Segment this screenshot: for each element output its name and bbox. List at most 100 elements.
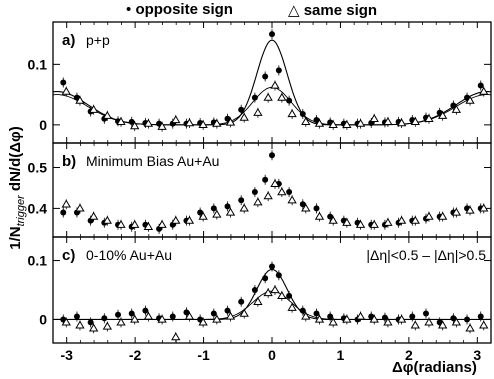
point-opposite-sign (299, 201, 306, 208)
point-same-sign (465, 95, 475, 104)
point-opposite-sign (224, 203, 231, 210)
point-same-sign (130, 314, 140, 323)
x-tick-label: -1 (197, 347, 210, 363)
point-same-sign (143, 118, 154, 127)
point-same-sign (270, 80, 280, 89)
point-same-sign (198, 211, 208, 220)
point-same-sign (451, 207, 462, 216)
point-opposite-sign (183, 309, 190, 316)
point-opposite-sign (251, 189, 258, 196)
point-same-sign (277, 187, 287, 196)
point-same-sign (342, 217, 352, 226)
point-same-sign (383, 217, 393, 226)
y-tick-label: 0 (39, 311, 47, 327)
point-opposite-sign (60, 209, 67, 216)
y-tick-label: 0.4 (28, 200, 48, 216)
point-same-sign (301, 311, 311, 320)
point-opposite-sign (251, 287, 258, 293)
point-same-sign (451, 317, 462, 326)
point-opposite-sign (101, 315, 108, 322)
panel-c: 0 0.1 c) 0-10% Au+Au |Δη|<0.5 – |Δη|>0.5 (28, 236, 492, 344)
point-same-sign (116, 219, 126, 228)
point-opposite-sign (238, 106, 245, 113)
panel-b: 0.4 0.5 b) Minimum Bias Au+Au (28, 142, 492, 238)
point-opposite-sign (327, 313, 334, 320)
point-same-sign (143, 221, 154, 230)
point-same-sign (88, 323, 99, 332)
point-same-sign (143, 311, 154, 320)
point-opposite-sign (269, 152, 275, 159)
point-same-sign (61, 317, 71, 326)
x-tick-label: -2 (129, 347, 142, 363)
point-opposite-sign (197, 209, 204, 216)
point-same-sign (328, 120, 338, 129)
point-same-sign (171, 215, 181, 224)
point-same-sign (396, 118, 407, 127)
point-opposite-sign (450, 315, 457, 322)
point-same-sign (75, 95, 85, 104)
point-same-sign (287, 109, 297, 118)
point-opposite-sign (128, 310, 135, 317)
point-same-sign (225, 207, 236, 216)
point-same-sign (116, 117, 126, 125)
point-same-sign (465, 323, 475, 332)
point-same-sign (102, 321, 113, 330)
point-opposite-sign (286, 292, 293, 299)
point-same-sign (184, 215, 195, 224)
point-opposite-sign (60, 79, 67, 86)
point-same-sign (130, 121, 140, 130)
point-same-sign (198, 120, 208, 129)
x-axis-label: Δφ(radians) (392, 359, 477, 376)
point-same-sign (396, 314, 407, 323)
point-opposite-sign (238, 197, 245, 204)
point-same-sign (437, 320, 448, 329)
fit-curve-opposite-sign (52, 39, 492, 126)
point-same-sign (157, 314, 167, 323)
point-opposite-sign (128, 118, 135, 125)
point-same-sign (479, 320, 489, 329)
point-opposite-sign (299, 110, 306, 117)
point-opposite-sign (464, 316, 471, 323)
panel-label: b) (62, 153, 76, 170)
point-same-sign (212, 118, 222, 127)
point-same-sign (424, 211, 434, 220)
point-opposite-sign (87, 319, 94, 326)
point-opposite-sign (169, 313, 176, 320)
point-opposite-sign (269, 31, 275, 38)
point-opposite-sign (327, 213, 334, 220)
point-same-sign (88, 211, 99, 220)
point-same-sign (212, 314, 222, 323)
point-same-sign (239, 203, 249, 212)
point-opposite-sign (73, 313, 80, 320)
point-opposite-sign (286, 97, 293, 104)
point-opposite-sign (210, 310, 217, 317)
point-same-sign (342, 120, 352, 129)
point-same-sign (88, 104, 99, 113)
point-opposite-sign (142, 307, 149, 314)
point-same-sign (369, 219, 379, 228)
point-same-sign (410, 320, 420, 329)
point-opposite-sign (224, 307, 231, 314)
panel-label: c) (62, 247, 75, 264)
point-opposite-sign (115, 311, 122, 318)
point-same-sign (212, 209, 222, 218)
point-same-sign (225, 117, 236, 126)
legend-label-opposite-sign: opposite sign (135, 1, 233, 18)
panel-a: 0 0.1 a) p+p (28, 21, 492, 144)
point-opposite-sign (262, 275, 269, 282)
point-same-sign (277, 291, 287, 300)
x-tick-label: 3 (473, 347, 481, 363)
point-same-sign (270, 285, 280, 294)
point-same-sign (301, 117, 311, 125)
point-opposite-sign (238, 298, 245, 305)
legend-opposite-sign: • opposite sign (126, 1, 233, 18)
panel-text: p+p (86, 32, 110, 48)
point-same-sign (410, 117, 420, 125)
point-same-sign (225, 311, 236, 320)
point-same-sign (253, 197, 263, 206)
point-same-sign (171, 332, 181, 341)
point-same-sign (465, 205, 475, 214)
point-same-sign (437, 211, 448, 220)
point-opposite-sign (450, 102, 457, 109)
point-same-sign (479, 203, 489, 212)
